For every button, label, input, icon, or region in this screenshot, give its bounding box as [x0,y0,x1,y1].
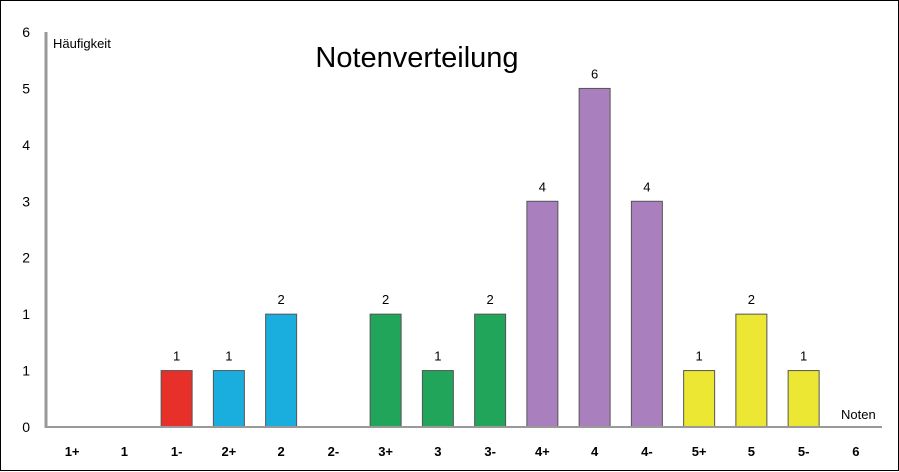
x-tick-label: 2- [328,444,340,459]
y-axis-title: Häufigkeit [53,36,111,51]
x-tick-label: 4 [591,444,599,459]
bar [212,370,245,428]
data-label: 2 [487,292,494,307]
bar [683,370,716,428]
bar [160,370,193,428]
y-tick-label: 1 [22,306,30,322]
data-label: 4 [539,179,546,194]
x-tick-label: 5 [748,444,755,459]
bar [474,313,507,428]
bar [526,200,559,428]
chart-title: Notenverteilung [315,42,518,74]
x-tick-label: 4+ [535,444,550,459]
bar [735,313,768,428]
y-tick-label: 2 [22,250,30,266]
bar [630,200,663,428]
y-tick-label: 5 [22,80,30,96]
x-tick-label: 2+ [221,444,236,459]
bar [369,313,402,428]
data-label: 2 [748,292,755,307]
data-label: 1 [434,349,441,364]
data-label: 2 [382,292,389,307]
data-label: 1 [696,349,703,364]
x-tick-label: 6 [852,444,859,459]
x-axis-title: Noten [841,407,876,422]
x-tick-label: 3- [484,444,496,459]
bar [265,313,298,428]
bar [787,370,820,428]
y-tick-label: 0 [22,419,30,435]
x-tick-label: 1+ [65,444,80,459]
data-label: 1 [173,349,180,364]
bar [578,87,611,428]
data-label: 1 [225,349,232,364]
y-tick-label: 3 [22,193,30,209]
x-tick-label: 2 [278,444,285,459]
x-tick-label: 5- [798,444,810,459]
y-tick-label: 4 [22,137,30,153]
y-tick-label: 1 [22,363,30,379]
y-tick-label: 6 [22,24,30,40]
x-tick-label: 4- [641,444,653,459]
data-label: 1 [800,349,807,364]
x-tick-label: 1 [121,444,128,459]
bar [421,370,454,428]
data-label: 2 [278,292,285,307]
x-tick-label: 5+ [692,444,707,459]
x-tick-label: 1- [171,444,183,459]
x-tick-label: 3 [434,444,441,459]
x-tick-label: 3+ [378,444,393,459]
data-label: 6 [591,66,598,81]
data-label: 4 [643,179,650,194]
